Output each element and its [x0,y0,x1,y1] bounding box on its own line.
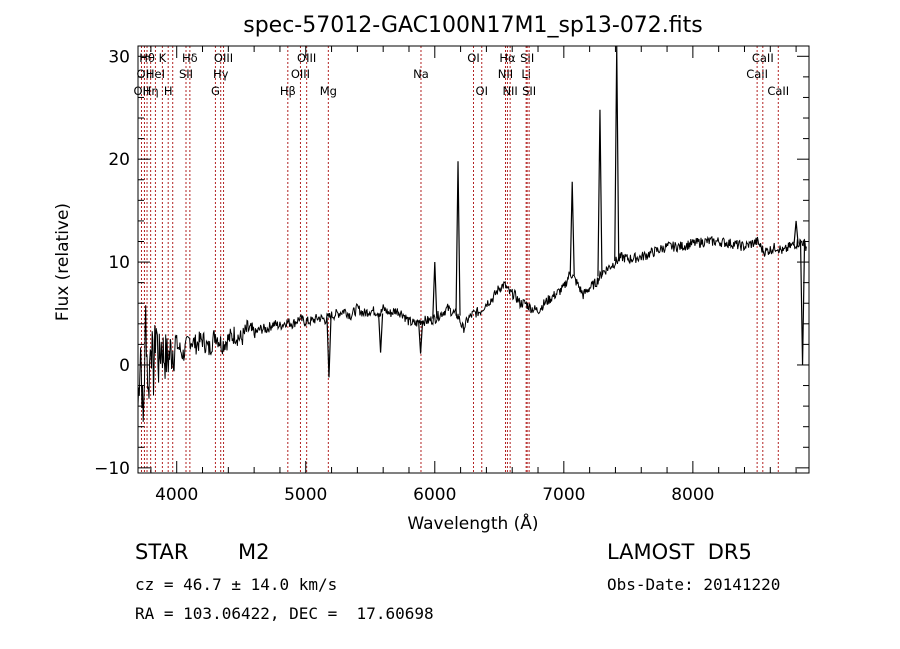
axis-ticks: 4000 5000 6000 7000 8000 −10 0 10 20 30 [94,46,809,505]
spectrum-line [137,235,807,422]
line-marker-label: Hδ [182,51,198,65]
coordinates-text: RA = 103.06422, DEC = 17.60698 [135,604,434,623]
line-marker-label: NII [498,67,513,81]
line-marker-label: Mg [320,84,337,98]
line-marker-label: OII [137,67,153,81]
x-tick-label: 4000 [155,485,198,505]
line-marker-label: Na [413,67,429,81]
line-marker-label: NII [502,84,517,98]
spectrum-spike [377,313,384,353]
y-tick-label: 10 [108,253,130,273]
line-marker-label: H [164,84,173,98]
spectrum-spike [793,220,799,244]
line-marker-label: SII [522,84,536,98]
y-tick-label: 0 [119,356,130,376]
line-marker-label: Hθ [139,51,155,65]
line-marker-label: K [159,51,167,65]
line-marker-label: CaII [752,51,774,65]
line-marker-label: SII [520,51,534,65]
object-type: STAR [135,540,189,564]
y-axis-label: Flux (relative) [53,203,73,321]
line-marker-label: OIII [214,51,233,65]
line-marker-label: Li [521,67,531,81]
spectrum-spike [597,109,603,277]
spectrum-spike [417,320,424,354]
y-tick-label: 20 [108,150,130,170]
line-marker-label: OIII [291,67,310,81]
spectrum-spike [569,181,575,276]
line-marker-label: CaII [767,84,789,98]
y-tick-label: 30 [108,47,130,67]
line-marker-label: OIII [297,51,316,65]
obs-date: Obs-Date: 20141220 [607,575,781,594]
x-tick-label: 8000 [671,485,714,505]
x-tick-label: 6000 [413,485,456,505]
x-axis-label: Wavelength (Å) [407,512,538,534]
line-marker-label: HeI [146,67,165,81]
spectrum-spike [326,317,332,378]
x-tick-label: 7000 [542,485,585,505]
line-marker-label: G [211,84,220,98]
y-tick-label: −10 [94,459,130,479]
line-marker-label: Hβ [280,84,296,98]
line-marker-label: Hγ [213,67,229,81]
object-subclass: M2 [238,540,270,564]
line-markers: OIIOIIHθHηHeIKHSIIHδGHγOIIIHβOIIIOIIIMgN… [134,46,789,473]
survey-name: LAMOST DR5 [607,540,752,564]
spectrum-series [137,45,807,422]
line-marker-label: Hα [499,51,516,65]
spectrum-spike [455,161,461,316]
x-tick-label: 5000 [284,485,327,505]
spectrum-spike [614,45,620,262]
chart-title: spec-57012-GAC100N17M1_sp13-072.fits [243,13,703,38]
spectrum-spike [432,262,438,319]
redshift-text: cz = 46.7 ± 14.0 km/s [135,575,338,594]
line-marker-label: OI [467,51,479,65]
line-marker-label: CaII [746,67,768,81]
line-marker-label: OI [476,84,488,98]
line-marker-label: SII [179,67,193,81]
line-marker-label: Hη [143,84,159,98]
plot-frame [137,45,810,474]
